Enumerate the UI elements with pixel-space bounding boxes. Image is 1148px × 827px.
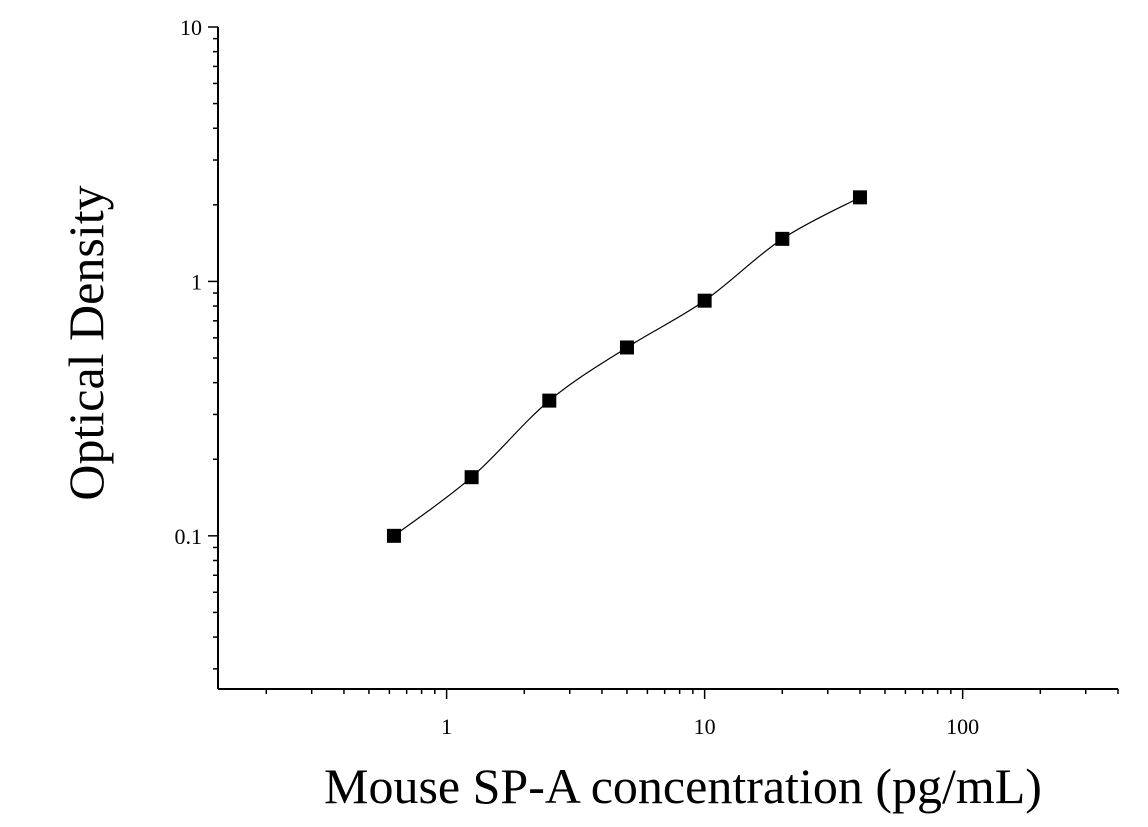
data-points <box>386 190 867 543</box>
data-point <box>619 340 634 355</box>
data-point <box>464 470 479 485</box>
data-point <box>852 190 867 205</box>
y-tick-label: 1 <box>191 269 202 294</box>
x-axis-title: Mouse SP-A concentration (pg/mL) <box>324 758 1042 814</box>
data-point <box>386 528 401 543</box>
x-tick-label: 10 <box>694 714 716 739</box>
fit-curve <box>393 196 861 537</box>
y-axis-title: Optical Density <box>58 185 114 500</box>
ticks <box>208 26 1119 699</box>
data-point <box>697 293 712 308</box>
data-point <box>775 231 790 246</box>
x-tick-label: 100 <box>946 714 979 739</box>
y-tick-label: 10 <box>180 15 202 40</box>
y-tick-label: 0.1 <box>175 524 203 549</box>
x-tick-label: 1 <box>441 714 452 739</box>
tick-labels: 1 10 100 0.1 1 10 <box>175 15 980 739</box>
axes <box>217 27 1118 690</box>
data-point <box>542 393 557 408</box>
